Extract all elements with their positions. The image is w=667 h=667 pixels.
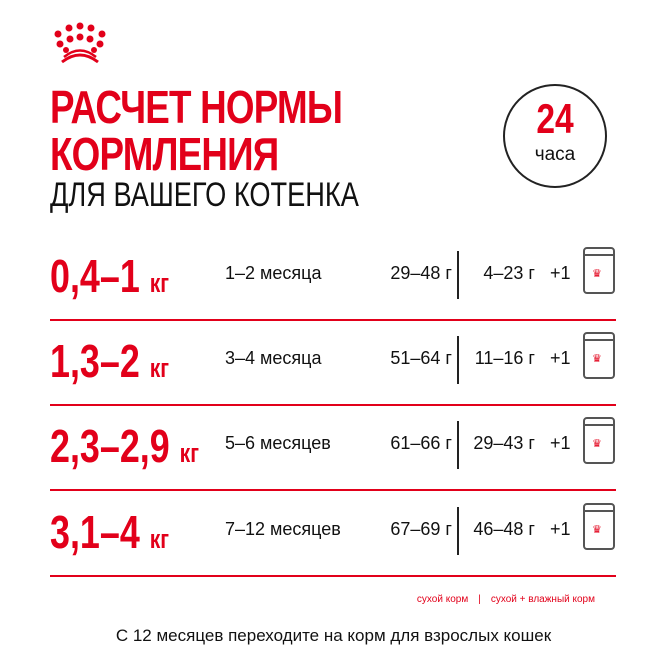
age: 1–2 месяца [225,263,322,283]
legend-separator: | [478,594,481,605]
weight-range: 0,4–1 кг [50,250,170,302]
dry-food-amount: 29–48 г [390,263,452,283]
row-separator [50,575,616,577]
divider [457,336,459,384]
pouch-count: +1 [550,263,571,283]
pouch-icon: ♛ [583,503,615,550]
table-row: 2,3–2,9 кг 5–6 месяцев 61–66 г 29–43 г +… [50,405,616,491]
pouch-icon: ♛ [583,247,615,294]
row-separator [50,319,616,321]
legend-dry: сухой корм [416,594,469,605]
badge-number: 24 [536,95,574,142]
legend-mixed: сухой + влажный корм [490,594,595,605]
pouch-count: +1 [550,433,571,453]
weight-range: 2,3–2,9 кг [50,420,200,472]
legend: сухой корм | сухой + влажный корм [360,594,595,605]
mixed-dry-amount: 4–23 г [483,263,535,283]
footer-note: С 12 месяцев переходите на корм для взро… [115,626,552,645]
dry-food-amount: 67–69 г [390,519,452,539]
pouch-icon: ♛ [583,332,615,379]
mixed-dry-amount: 46–48 г [473,519,535,539]
weight-range: 3,1–4 кг [50,506,170,558]
mixed-dry-amount: 29–43 г [473,433,535,453]
dry-food-amount: 61–66 г [390,433,452,453]
subtitle: ДЛЯ ВАШЕГО КОТЕНКА [50,176,359,214]
mixed-dry-amount: 11–16 г [474,348,535,368]
pouch-count: +1 [550,519,571,539]
pouch-icon: ♛ [583,417,615,464]
divider [457,507,459,555]
24-hours-badge: 24 часа [503,84,607,188]
table-row: 0,4–1 кг 1–2 месяца 29–48 г 4–23 г +1 ♛ [50,235,616,321]
pouch-count: +1 [550,348,571,368]
divider [457,251,459,299]
age: 7–12 месяцев [225,519,341,539]
title-line-2: КОРМЛЕНИЯ [50,128,279,180]
badge-unit: часа [534,144,576,165]
crown-logo-icon [54,22,106,64]
age: 5–6 месяцев [225,433,331,453]
title-line-1: РАСЧЕТ НОРМЫ [50,81,343,133]
table-row: 1,3–2 кг 3–4 месяца 51–64 г 11–16 г +1 ♛ [50,320,616,406]
age: 3–4 месяца [225,348,322,368]
row-separator [50,489,616,491]
weight-range: 1,3–2 кг [50,335,170,387]
divider [457,421,459,469]
dry-food-amount: 51–64 г [390,348,452,368]
row-separator [50,404,616,406]
table-row: 3,1–4 кг 7–12 месяцев 67–69 г 46–48 г +1… [50,491,616,577]
